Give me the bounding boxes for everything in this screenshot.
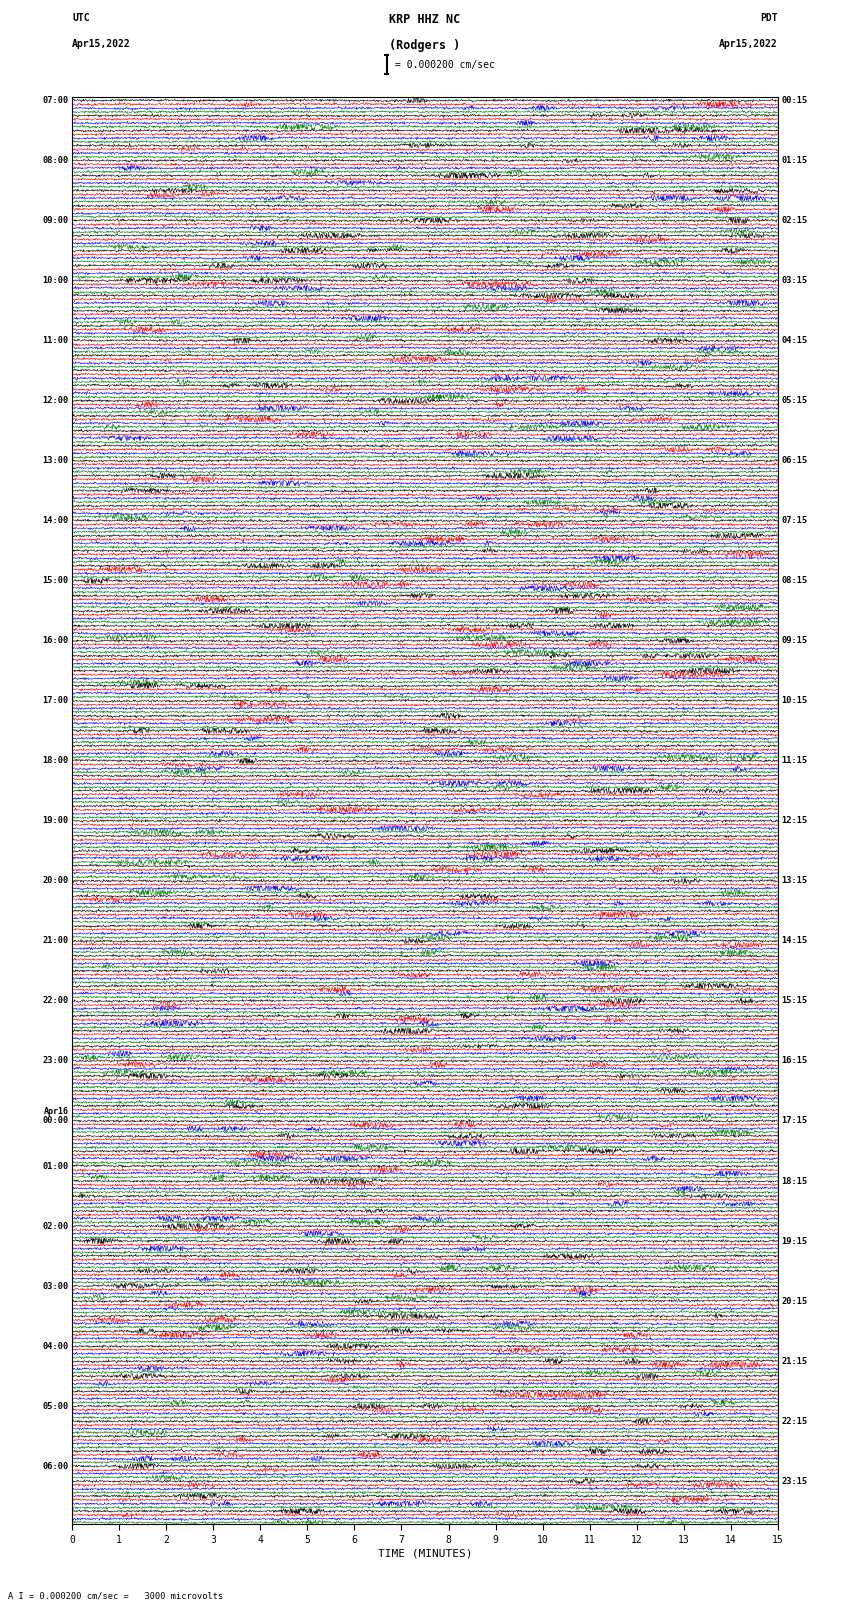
Text: 02:00: 02:00 xyxy=(42,1221,69,1231)
Text: 09:00: 09:00 xyxy=(42,216,69,226)
Text: 12:15: 12:15 xyxy=(781,816,807,826)
Text: 22:00: 22:00 xyxy=(42,997,69,1005)
Text: KRP HHZ NC: KRP HHZ NC xyxy=(389,13,461,26)
Text: 01:15: 01:15 xyxy=(781,156,807,165)
Text: 11:00: 11:00 xyxy=(42,336,69,345)
Text: 04:15: 04:15 xyxy=(781,336,807,345)
Text: 08:00: 08:00 xyxy=(42,156,69,165)
Text: 18:00: 18:00 xyxy=(42,756,69,765)
Text: 12:00: 12:00 xyxy=(42,397,69,405)
Text: = 0.000200 cm/sec: = 0.000200 cm/sec xyxy=(395,60,495,69)
Text: 20:15: 20:15 xyxy=(781,1297,807,1305)
Text: 07:15: 07:15 xyxy=(781,516,807,526)
Text: 23:15: 23:15 xyxy=(781,1476,807,1486)
Text: 05:00: 05:00 xyxy=(42,1402,69,1411)
Text: 14:00: 14:00 xyxy=(42,516,69,526)
Text: 08:15: 08:15 xyxy=(781,576,807,586)
Text: 23:00: 23:00 xyxy=(42,1057,69,1066)
Text: 15:00: 15:00 xyxy=(42,576,69,586)
Text: UTC: UTC xyxy=(72,13,90,23)
X-axis label: TIME (MINUTES): TIME (MINUTES) xyxy=(377,1548,473,1558)
Text: 21:00: 21:00 xyxy=(42,937,69,945)
Text: 17:00: 17:00 xyxy=(42,697,69,705)
Text: 06:15: 06:15 xyxy=(781,456,807,465)
Text: (Rodgers ): (Rodgers ) xyxy=(389,39,461,52)
Text: 07:00: 07:00 xyxy=(42,97,69,105)
Text: 17:15: 17:15 xyxy=(781,1116,807,1126)
Text: 00:00: 00:00 xyxy=(42,1116,69,1126)
Text: 20:00: 20:00 xyxy=(42,876,69,886)
Text: 09:15: 09:15 xyxy=(781,636,807,645)
Text: PDT: PDT xyxy=(760,13,778,23)
Text: 10:00: 10:00 xyxy=(42,276,69,286)
Text: 18:15: 18:15 xyxy=(781,1176,807,1186)
Text: 14:15: 14:15 xyxy=(781,937,807,945)
Text: 04:00: 04:00 xyxy=(42,1342,69,1350)
Text: 00:15: 00:15 xyxy=(781,97,807,105)
Text: 22:15: 22:15 xyxy=(781,1416,807,1426)
Text: 16:15: 16:15 xyxy=(781,1057,807,1066)
Text: 19:00: 19:00 xyxy=(42,816,69,826)
Text: 19:15: 19:15 xyxy=(781,1237,807,1245)
Text: 03:15: 03:15 xyxy=(781,276,807,286)
Text: Apr15,2022: Apr15,2022 xyxy=(719,39,778,48)
Text: 01:00: 01:00 xyxy=(42,1161,69,1171)
Text: A I = 0.000200 cm/sec =   3000 microvolts: A I = 0.000200 cm/sec = 3000 microvolts xyxy=(8,1590,224,1600)
Text: 16:00: 16:00 xyxy=(42,636,69,645)
Text: 13:00: 13:00 xyxy=(42,456,69,465)
Text: 06:00: 06:00 xyxy=(42,1461,69,1471)
Text: 03:00: 03:00 xyxy=(42,1282,69,1290)
Text: 10:15: 10:15 xyxy=(781,697,807,705)
Text: 13:15: 13:15 xyxy=(781,876,807,886)
Text: Apr15,2022: Apr15,2022 xyxy=(72,39,131,48)
Text: 15:15: 15:15 xyxy=(781,997,807,1005)
Text: 21:15: 21:15 xyxy=(781,1357,807,1366)
Text: 11:15: 11:15 xyxy=(781,756,807,765)
Text: 02:15: 02:15 xyxy=(781,216,807,226)
Text: 05:15: 05:15 xyxy=(781,397,807,405)
Text: Apr16: Apr16 xyxy=(44,1107,69,1116)
